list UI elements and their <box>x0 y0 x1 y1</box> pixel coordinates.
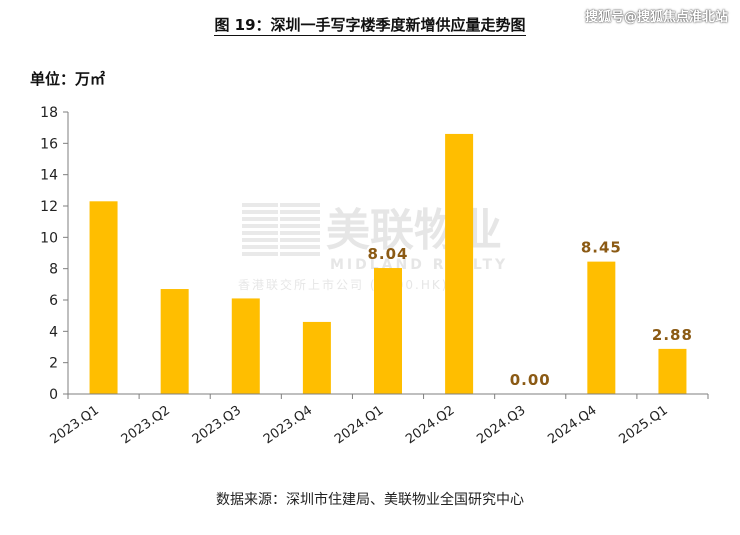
ticks-layer: 0 2 4 6 8 10 12 14 16 18 <box>40 105 709 403</box>
y-tick-label: 14 <box>40 168 58 184</box>
y-tick-label: 4 <box>49 324 58 340</box>
x-tick-label: 2024.Q2 <box>403 403 457 447</box>
x-tick-label: 2024.Q3 <box>474 403 528 447</box>
y-tick-label: 0 <box>49 387 58 403</box>
x-tick-label: 2024.Q1 <box>332 403 386 447</box>
y-tick-label: 6 <box>49 293 58 309</box>
x-tick-label: 2023.Q4 <box>261 403 315 447</box>
x-tick-label: 2024.Q4 <box>545 403 599 447</box>
y-tick-label: 2 <box>49 356 58 372</box>
bar <box>231 298 260 394</box>
x-tick-label: 2025.Q1 <box>616 403 670 447</box>
y-tick-label: 8 <box>49 262 58 278</box>
chart-title: 图 19：深圳一手写字楼季度新增供应量走势图 <box>0 14 740 36</box>
bar <box>445 133 474 394</box>
bar <box>160 289 189 394</box>
y-tick-label: 10 <box>40 230 58 246</box>
source-watermark-text: 搜狐号@搜狐焦点淮北站 <box>584 10 728 25</box>
x-tick-labels: 2023.Q1 2023.Q2 2023.Q3 2023.Q4 2024.Q1 2024.… <box>48 403 671 447</box>
y-tick-label: 18 <box>40 105 58 121</box>
axes-layer <box>67 112 708 395</box>
data-label: 0.00 <box>510 371 551 389</box>
x-tick-label: 2023.Q3 <box>190 403 244 447</box>
chart-title-text: 图 19：深圳一手写字楼季度新增供应量走势图 <box>214 16 526 36</box>
bar <box>374 268 402 394</box>
data-label: 8.04 <box>367 245 408 263</box>
bar <box>302 321 331 394</box>
bars-layer <box>89 133 687 394</box>
y-tick-label: 16 <box>40 136 58 152</box>
bar <box>658 348 687 394</box>
data-label: 2.88 <box>652 326 693 344</box>
midland-logo-icon <box>242 203 320 256</box>
watermark-en: MIDLAND REALTY <box>330 257 508 273</box>
data-label: 8.45 <box>581 239 622 257</box>
x-tick-label: 2023.Q2 <box>119 403 173 447</box>
y-axis-unit: 单位：万㎡ <box>30 70 106 88</box>
data-labels-layer: 8.04 0.00 8.45 2.88 <box>367 239 693 389</box>
x-tick-label: 2023.Q1 <box>48 403 102 447</box>
watermark-cn: 美联物业 <box>326 205 502 256</box>
watermark-sub: 香港联交所上市公司 (1200.HK) <box>238 277 448 292</box>
bar <box>89 201 118 394</box>
y-tick-label: 12 <box>40 199 58 215</box>
bar <box>587 261 616 394</box>
data-source-note: 数据来源：深圳市住建局、美联物业全国研究中心 <box>216 492 524 508</box>
